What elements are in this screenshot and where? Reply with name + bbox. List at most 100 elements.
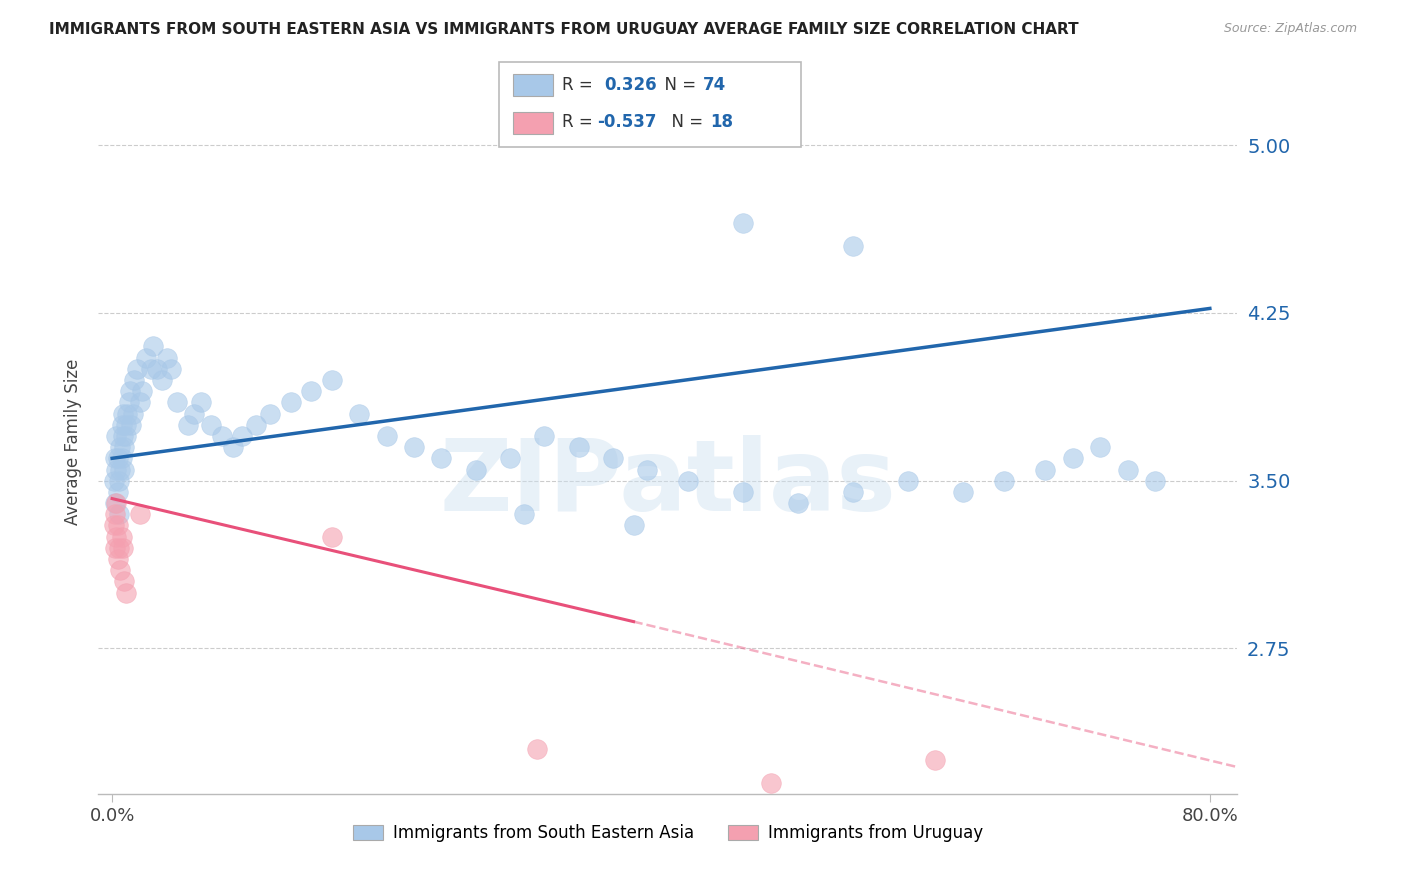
Point — [402, 440, 425, 454]
Point — [103, 474, 125, 488]
Point — [533, 429, 555, 443]
Text: R =: R = — [562, 76, 603, 94]
Point — [103, 518, 125, 533]
Point — [1143, 474, 1166, 488]
Point — [128, 395, 150, 409]
Point — [183, 407, 205, 421]
Point — [120, 417, 142, 432]
Point — [105, 496, 128, 510]
Point — [526, 742, 548, 756]
Point — [464, 462, 486, 476]
Point — [115, 417, 138, 432]
Point — [107, 518, 129, 533]
Point — [321, 373, 343, 387]
Point — [375, 429, 398, 443]
Point — [112, 429, 135, 443]
Point — [897, 474, 920, 488]
Point — [107, 552, 129, 566]
Point — [166, 395, 188, 409]
Point — [111, 530, 134, 544]
Point — [117, 395, 139, 409]
Point — [156, 351, 179, 365]
Point — [1033, 462, 1056, 476]
Point — [952, 484, 974, 499]
Point — [259, 407, 281, 421]
Point — [104, 496, 127, 510]
Point — [104, 451, 127, 466]
Point — [139, 361, 162, 376]
Point — [118, 384, 141, 399]
Point — [430, 451, 453, 466]
Point — [105, 429, 128, 443]
Y-axis label: Average Family Size: Average Family Size — [63, 359, 82, 524]
Point — [104, 508, 127, 522]
Point — [111, 451, 134, 466]
Point — [1062, 451, 1084, 466]
Point — [1088, 440, 1111, 454]
Text: -0.537: -0.537 — [598, 113, 657, 131]
Point — [190, 395, 212, 409]
Text: Source: ZipAtlas.com: Source: ZipAtlas.com — [1223, 22, 1357, 36]
Point — [1116, 462, 1139, 476]
Point — [842, 484, 865, 499]
Point — [733, 484, 755, 499]
Text: N =: N = — [661, 113, 709, 131]
Point — [347, 407, 370, 421]
Point — [787, 496, 810, 510]
Point — [299, 384, 322, 399]
Point — [131, 384, 153, 399]
Point — [104, 541, 127, 555]
Point — [623, 518, 645, 533]
Point — [115, 429, 138, 443]
Point — [513, 508, 536, 522]
Point — [733, 216, 755, 230]
Point — [107, 484, 129, 499]
Legend: Immigrants from South Eastern Asia, Immigrants from Uruguay: Immigrants from South Eastern Asia, Immi… — [346, 818, 990, 849]
Text: IMMIGRANTS FROM SOUTH EASTERN ASIA VS IMMIGRANTS FROM URUGUAY AVERAGE FAMILY SIZ: IMMIGRANTS FROM SOUTH EASTERN ASIA VS IM… — [49, 22, 1078, 37]
Point — [146, 361, 169, 376]
Text: 74: 74 — [703, 76, 727, 94]
Point — [231, 429, 253, 443]
Point — [112, 407, 135, 421]
Point — [602, 451, 624, 466]
Point — [110, 563, 132, 577]
Point — [245, 417, 267, 432]
Point — [122, 373, 145, 387]
Point — [222, 440, 245, 454]
Point — [115, 585, 138, 599]
Point — [114, 462, 136, 476]
Point — [200, 417, 222, 432]
Point — [280, 395, 302, 409]
Point — [924, 753, 946, 767]
Point — [105, 462, 128, 476]
Point — [108, 541, 131, 555]
Point — [107, 451, 129, 466]
Point — [135, 351, 157, 365]
Point — [321, 530, 343, 544]
Point — [993, 474, 1015, 488]
Point — [759, 775, 782, 789]
Point — [121, 407, 143, 421]
Point — [150, 373, 173, 387]
Text: ZIPatlas: ZIPatlas — [440, 435, 896, 533]
Point — [142, 339, 165, 353]
Point — [128, 508, 150, 522]
Text: 18: 18 — [710, 113, 733, 131]
Point — [108, 474, 131, 488]
Point — [110, 462, 132, 476]
Text: N =: N = — [654, 76, 702, 94]
Point — [114, 440, 136, 454]
Text: 0.326: 0.326 — [605, 76, 657, 94]
Point — [111, 417, 134, 432]
Text: R =: R = — [562, 113, 599, 131]
Point — [678, 474, 700, 488]
Point — [211, 429, 233, 443]
Point — [160, 361, 183, 376]
Point — [568, 440, 591, 454]
Point — [105, 530, 128, 544]
Point — [114, 574, 136, 589]
Point — [842, 239, 865, 253]
Point — [112, 541, 135, 555]
Point — [636, 462, 658, 476]
Point — [125, 361, 148, 376]
